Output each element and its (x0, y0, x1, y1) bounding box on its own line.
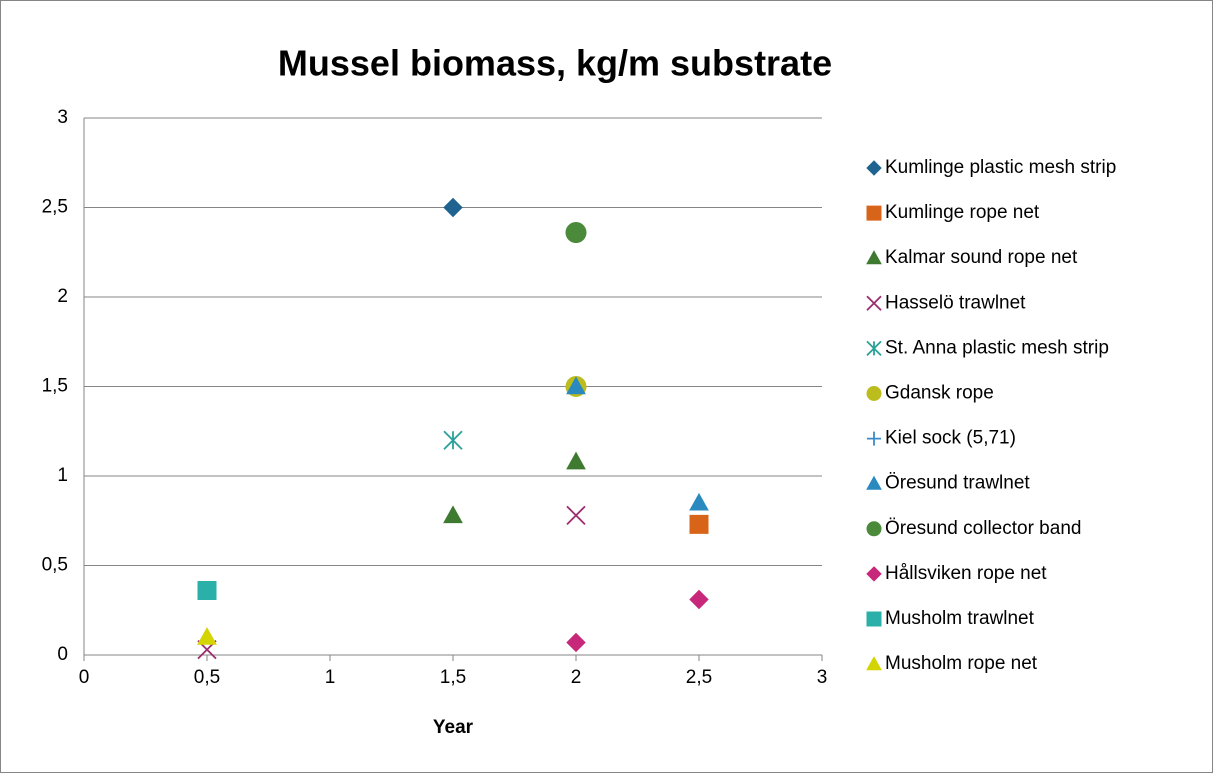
scatter-point (566, 451, 586, 470)
legend-label: Öresund collector band (885, 518, 1081, 539)
scatter-point (443, 505, 463, 524)
legend-marker (867, 431, 881, 446)
legend-label: Kiel sock (5,71) (885, 428, 1016, 449)
y-tick-label: 1 (57, 465, 68, 486)
legend-label: St. Anna plastic mesh strip (885, 337, 1109, 358)
scatter-point (689, 514, 709, 534)
legend-label: Gdansk rope (885, 383, 994, 404)
legend-marker (866, 611, 882, 627)
x-axis-title: Year (433, 717, 474, 738)
scatter-point (566, 376, 586, 395)
x-tick-label: 0 (79, 667, 90, 688)
legend-marker (866, 205, 882, 221)
legend-label: Kumlinge rope net (885, 202, 1040, 223)
x-tick-label: 2,5 (686, 667, 712, 688)
legend-label: Musholm rope net (885, 653, 1038, 674)
chart-title: Mussel biomass, kg/m substrate (278, 43, 832, 84)
y-tick-label: 0 (57, 644, 68, 665)
legend-label: Kalmar sound rope net (885, 247, 1078, 268)
x-tick-label: 1 (325, 667, 336, 688)
legend-marker (866, 566, 882, 582)
scatter-point (565, 222, 587, 244)
y-tick-label: 1,5 (42, 376, 68, 397)
legend-marker (866, 521, 882, 537)
legend-marker (866, 656, 882, 671)
legend-label: Hasselö trawlnet (885, 292, 1026, 313)
scatter-point (566, 505, 586, 526)
legend-label: Hållsviken rope net (885, 563, 1047, 584)
legend-marker (866, 340, 882, 357)
y-tick-label: 0,5 (42, 555, 68, 576)
legend-marker (866, 386, 882, 401)
y-tick-label: 2,5 (42, 197, 68, 218)
scatter-point (197, 581, 217, 601)
legend-label: Musholm trawlnet (885, 608, 1035, 629)
scatter-point (197, 627, 217, 645)
x-tick-label: 3 (817, 667, 828, 688)
scatter-point (689, 492, 709, 511)
legend-label: Kumlinge plastic mesh strip (885, 157, 1116, 178)
x-tick-label: 2 (571, 667, 582, 688)
x-tick-label: 1,5 (440, 667, 466, 688)
y-tick-label: 2 (57, 286, 68, 307)
legend-label: Öresund trawlnet (885, 473, 1030, 494)
scatter-point (443, 197, 463, 218)
legend-marker (866, 475, 882, 490)
legend-marker (866, 160, 882, 176)
legend-marker (866, 295, 882, 311)
scatter-point (566, 632, 586, 653)
y-tick-label: 3 (57, 107, 68, 128)
legend-marker (866, 250, 882, 265)
scatter-point (443, 430, 463, 450)
x-tick-label: 0,5 (194, 667, 220, 688)
scatter-point (689, 589, 709, 610)
